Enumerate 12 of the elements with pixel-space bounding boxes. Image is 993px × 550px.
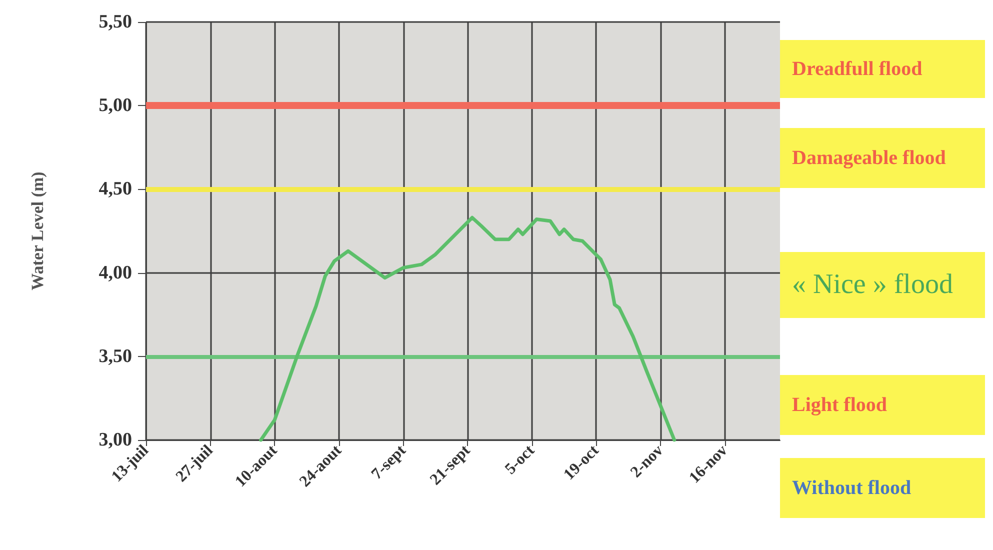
y-tick-label: 3,50	[98, 346, 132, 367]
text: Without flood	[780, 458, 985, 518]
y-tick-label: 4,00	[98, 262, 132, 284]
text: Damageable flood	[780, 128, 985, 188]
y-tick-label: 5,00	[98, 95, 132, 116]
text: « Nice » flood	[780, 252, 985, 318]
y-tick-label: 5,50	[98, 12, 132, 32]
line-series	[259, 216, 676, 442]
text: Dreadfull flood	[780, 40, 985, 98]
y-tick-label: 4,50	[98, 178, 132, 200]
text: Light flood	[780, 375, 985, 435]
y-axis-title: Water Level (m)	[28, 172, 47, 290]
